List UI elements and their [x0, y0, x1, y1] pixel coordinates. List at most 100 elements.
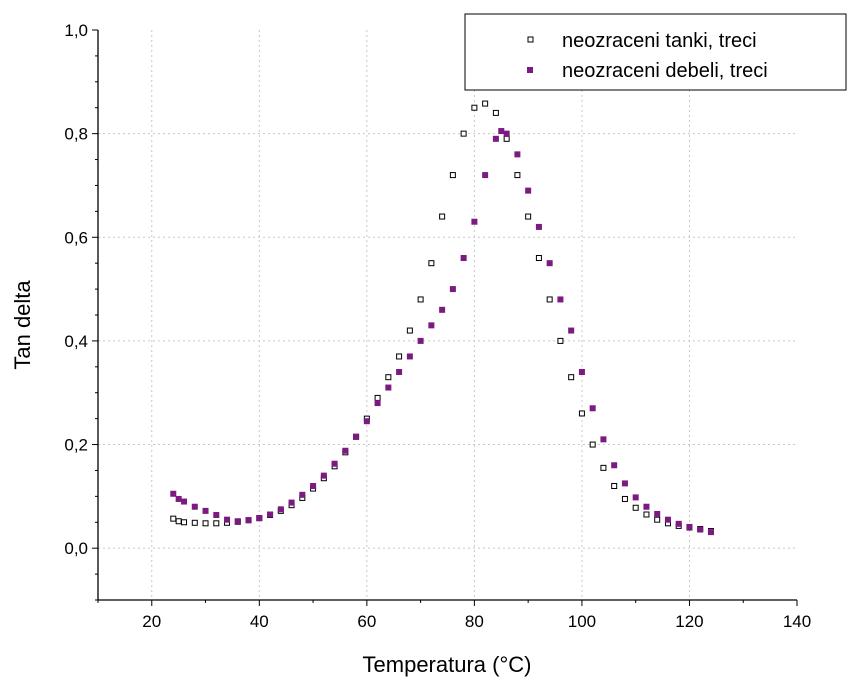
data-point — [557, 337, 564, 344]
data-point — [611, 462, 618, 469]
data-point — [557, 296, 564, 303]
data-point — [568, 374, 575, 381]
x-tick-label: 100 — [568, 612, 596, 631]
data-point — [256, 515, 263, 522]
data-point — [643, 511, 650, 518]
data-point — [439, 306, 446, 313]
data-point — [234, 518, 241, 525]
data-point — [503, 135, 510, 142]
data-point — [643, 503, 650, 510]
data-point — [514, 151, 521, 158]
y-tick-label: 0,0 — [64, 539, 88, 558]
data-point — [675, 520, 682, 527]
y-axis-title: Tan delta — [10, 280, 35, 370]
data-point — [589, 441, 596, 448]
data-point — [374, 394, 381, 401]
data-point — [181, 519, 188, 526]
data-point — [611, 483, 618, 489]
data-point — [600, 436, 607, 443]
data-point — [191, 503, 198, 510]
data-point — [664, 516, 671, 523]
x-tick-label: 40 — [250, 612, 269, 631]
data-point — [621, 495, 628, 502]
data-point — [202, 520, 209, 527]
data-point — [632, 494, 639, 501]
data-point — [175, 518, 182, 525]
data-point — [686, 523, 693, 530]
data-point — [299, 491, 306, 498]
data-point — [385, 384, 392, 391]
data-point — [707, 529, 714, 536]
data-point — [417, 337, 424, 344]
data-point — [460, 130, 467, 137]
data-point — [428, 260, 435, 267]
data-point — [170, 490, 177, 497]
legend-marker-debeli — [527, 67, 533, 73]
series-group — [170, 100, 714, 536]
data-point — [277, 506, 284, 513]
data-point — [654, 516, 661, 523]
y-tick-label: 0,4 — [64, 332, 88, 351]
legend-box — [464, 13, 847, 91]
data-point — [245, 517, 252, 524]
data-point — [621, 480, 628, 487]
data-point — [331, 460, 338, 467]
data-point — [482, 100, 489, 107]
data-point — [535, 223, 542, 230]
data-point — [213, 520, 220, 527]
data-point — [385, 374, 392, 381]
data-point — [406, 353, 413, 360]
x-tick-label: 120 — [675, 612, 703, 631]
data-point — [310, 483, 317, 489]
legend-marker-tanki — [527, 36, 534, 43]
data-point — [492, 109, 499, 116]
data-point — [632, 504, 639, 511]
data-point — [460, 255, 467, 261]
data-point — [288, 499, 295, 506]
data-point — [170, 515, 177, 522]
data-point — [589, 405, 596, 412]
data-point — [428, 322, 435, 329]
x-tick-label: 80 — [465, 612, 484, 631]
legend: neozraceni tanki, treci neozraceni debel… — [464, 13, 847, 91]
data-point — [492, 135, 499, 142]
x-tick-label: 60 — [357, 612, 376, 631]
data-point — [363, 418, 370, 425]
data-point — [191, 519, 198, 526]
data-point — [600, 464, 607, 471]
data-point — [578, 369, 585, 375]
y-tick-label: 1,0 — [64, 21, 88, 40]
data-point — [546, 260, 553, 267]
data-point — [568, 327, 575, 334]
y-tick-label: 0,6 — [64, 228, 88, 247]
data-point — [697, 526, 704, 533]
data-point — [535, 255, 542, 261]
data-point — [449, 172, 456, 179]
data-point — [213, 512, 220, 519]
data-point — [546, 296, 553, 303]
data-point — [439, 213, 446, 220]
data-point — [525, 187, 532, 194]
data-point — [514, 172, 521, 179]
data-point — [396, 353, 403, 360]
data-point — [482, 172, 489, 179]
data-point — [498, 128, 505, 135]
data-point — [406, 327, 413, 334]
data-point — [320, 472, 327, 479]
data-point — [525, 213, 532, 220]
data-point — [471, 218, 478, 225]
x-tick-label: 20 — [142, 612, 161, 631]
data-point — [342, 447, 349, 454]
data-point — [175, 495, 182, 502]
data-point — [181, 498, 188, 505]
data-point — [578, 410, 585, 417]
legend-label-tanki: neozraceni tanki, treci — [562, 30, 757, 52]
series-debeli — [170, 128, 714, 536]
data-point — [654, 510, 661, 517]
legend-label-debeli: neozraceni debeli, treci — [562, 60, 768, 82]
grid — [98, 30, 797, 600]
data-point — [417, 296, 424, 303]
data-point — [396, 369, 403, 375]
